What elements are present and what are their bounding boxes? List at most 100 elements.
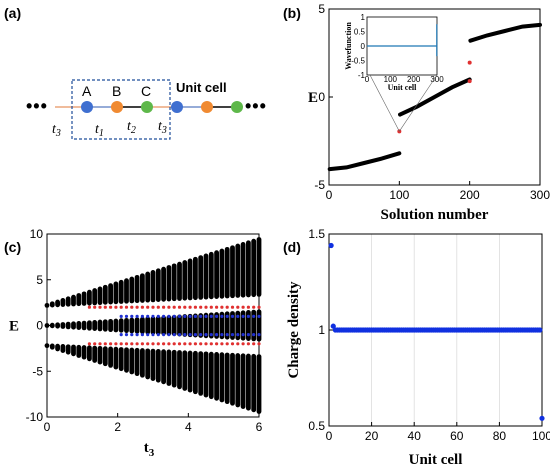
band-0-column (235, 243, 241, 298)
edge-state-1-point (130, 342, 134, 346)
edge-state-2-point (252, 314, 256, 318)
x-tick-label: 200 (460, 188, 480, 202)
band-1-column (230, 311, 235, 340)
y-tick-label: -5 (32, 364, 43, 378)
edge-state-2-point (225, 314, 229, 318)
edge-state-1-point (220, 342, 224, 346)
band-0-column (55, 299, 60, 308)
band-0-column (108, 283, 113, 305)
edge-state-0-point (230, 305, 235, 309)
band-2-column (251, 353, 257, 413)
x-tick-label: 60 (450, 429, 464, 443)
band-2-column (44, 343, 50, 349)
edge-state-0-point (93, 305, 97, 309)
edge-state-0-point (199, 305, 203, 309)
edge-state-1-point (98, 342, 102, 346)
band-1-column (113, 318, 119, 333)
hopping-t2: t2 (127, 119, 136, 136)
band-2-column (134, 347, 140, 377)
edge-state-2-point (167, 314, 171, 318)
edge-state-2-point (199, 314, 203, 318)
band-0-column (49, 301, 55, 308)
inset-x-tick-label: 200 (407, 75, 421, 84)
edge-state-0-point (119, 305, 123, 309)
edge-state-2-point (130, 314, 134, 318)
band-1-column (102, 319, 108, 332)
edge-state-3-point (241, 333, 245, 337)
edge-state-1-point (177, 342, 182, 346)
edge-state-2-point (151, 314, 155, 318)
band-0-column (155, 268, 161, 303)
hopping-t3-left: t3 (52, 122, 61, 139)
edge-state-0-point (172, 305, 176, 309)
band-0-column (240, 242, 246, 298)
band-1-column (177, 314, 182, 337)
edge-state-3-point (188, 333, 192, 337)
band-1-column (251, 309, 257, 342)
band-2-column (193, 350, 198, 395)
inset-pointer-right (399, 74, 438, 132)
edge-state-0-point (246, 305, 250, 309)
band-2-column (155, 348, 161, 383)
edge-state-0-point (183, 305, 187, 309)
edge-state-1-point (87, 342, 91, 346)
y-tick-label: 10 (30, 227, 44, 241)
hopping-t1: t1 (95, 122, 104, 139)
edge-state-2-point (236, 314, 240, 318)
band-1-column (118, 318, 124, 333)
y-axis-label: E (308, 90, 318, 106)
band-0-column (102, 284, 108, 305)
band-0-column (129, 276, 135, 304)
site-c-label: C (141, 83, 151, 99)
band-0-column (87, 289, 92, 306)
band-0-column (182, 260, 188, 301)
left-ellipsis: • • • (26, 96, 47, 116)
edge-state-1-point (199, 342, 203, 346)
band-2-column (177, 350, 182, 390)
y-tick-label: 0.5 (308, 419, 325, 433)
edge-state-3-point (252, 333, 256, 337)
band-1-column (140, 316, 145, 335)
y-tick-label: 5 (318, 2, 325, 16)
y-tick-label: -10 (26, 410, 44, 424)
edge-state-1-point (167, 342, 171, 346)
edge-state-0-point (252, 305, 256, 309)
edge-state-3-point (220, 333, 224, 337)
x-tick-label: 0 (326, 429, 333, 443)
y-tick-label: 5 (36, 273, 43, 287)
edge-state-2-point (140, 314, 144, 318)
edge-state-1-point (140, 342, 144, 346)
band-1-column (182, 314, 188, 337)
band-2-column (49, 343, 55, 350)
y-tick-label: 0 (36, 319, 43, 333)
band-2-column (129, 347, 135, 375)
right-ellipsis: • • • (245, 96, 266, 116)
density-point (328, 242, 334, 249)
band-2-column (203, 351, 209, 398)
band-2-column (256, 354, 262, 414)
edge-state-1-point (246, 342, 250, 346)
edge-state-0-point (215, 305, 219, 309)
edge-state-2-point (230, 314, 235, 318)
y-tick-label: 1 (318, 323, 325, 337)
band-1-column (203, 312, 209, 339)
edge-state-1-point (124, 342, 129, 346)
band-1-column (92, 320, 98, 331)
band-1-column (256, 309, 262, 342)
edge-state-0-point (109, 305, 113, 309)
edge-state-1-point (109, 342, 113, 346)
edge-state-1-point (162, 342, 166, 346)
band-1-column (81, 320, 87, 331)
edge-state-2-point (135, 314, 139, 318)
band-2-column (124, 347, 129, 373)
site-b-label: B (112, 83, 121, 99)
edge-state-1-point (188, 342, 192, 346)
band-0-column (150, 270, 156, 303)
inset-y-tick-label: 0.5 (354, 28, 366, 37)
edge-state-0-point (146, 305, 150, 309)
band-0-column (113, 281, 119, 305)
energy-branch-0 (327, 151, 402, 172)
edge-state-3-point (225, 333, 229, 337)
edge-state-1-point (204, 342, 208, 346)
